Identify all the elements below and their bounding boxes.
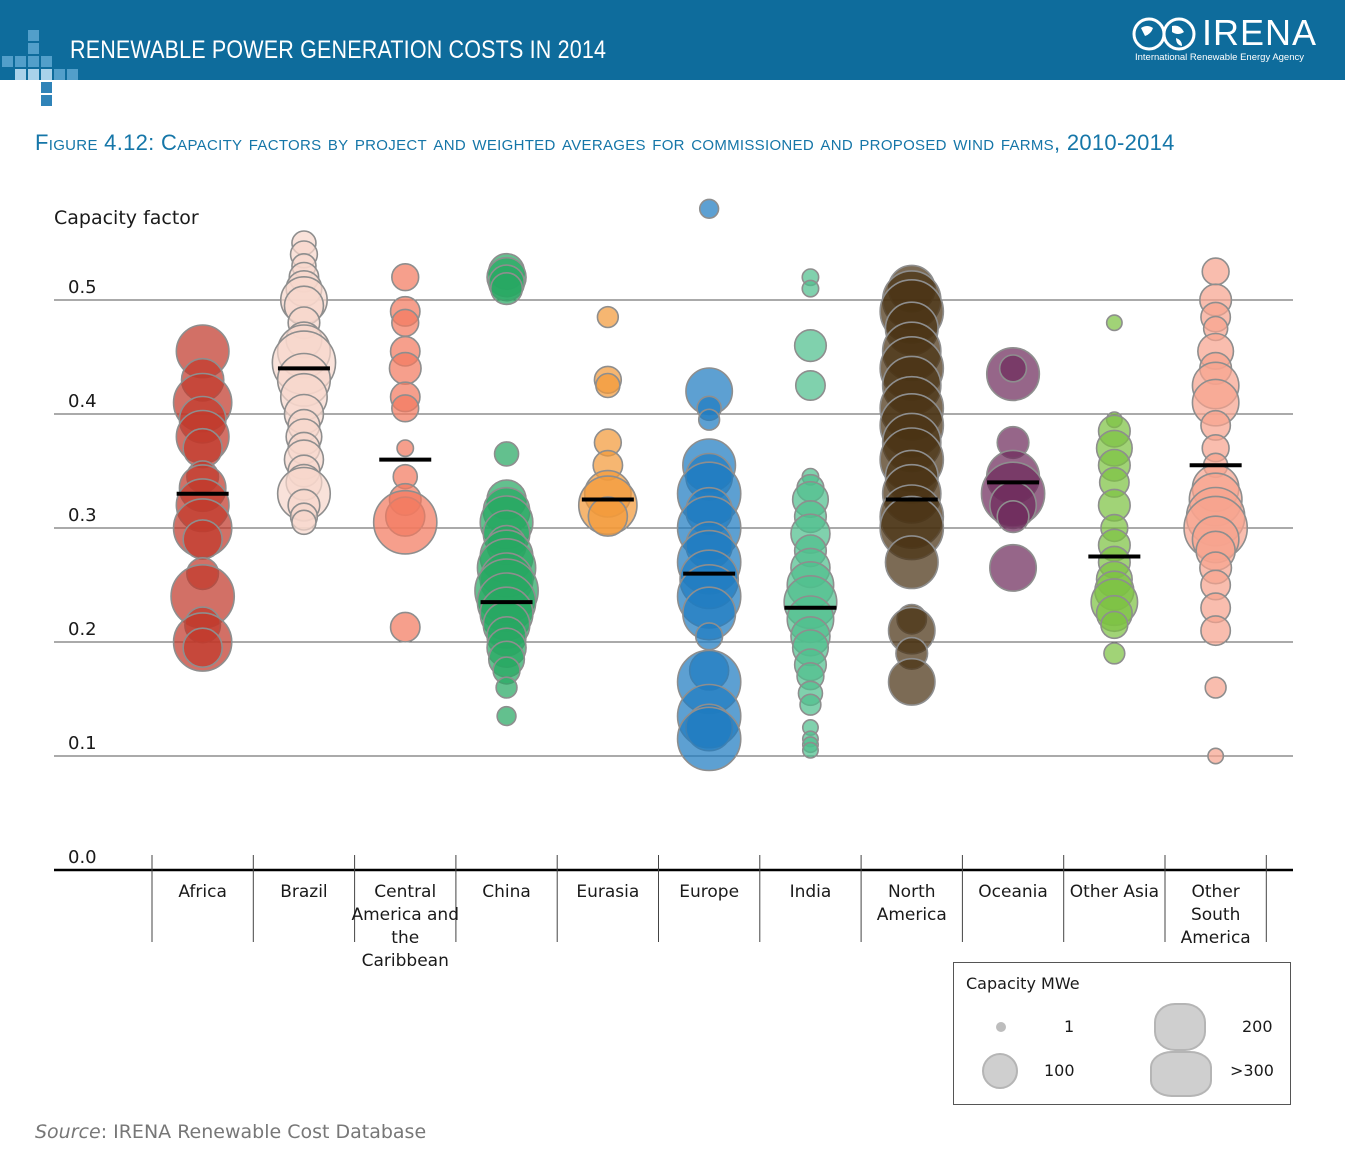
figure-title: Figure 4.12: Capacity factors by project…: [35, 130, 1175, 155]
bubble: [996, 499, 1030, 534]
logo-subtitle: International Renewable Energy Agency: [1135, 52, 1305, 63]
y-tick-label: 0.2: [68, 619, 97, 640]
legend-swatch-1: [996, 1022, 1006, 1032]
bubble: [887, 657, 936, 706]
gridlines: [54, 299, 1293, 757]
bubble: [998, 354, 1028, 383]
legend-label-300: >300: [1230, 1061, 1274, 1080]
bubble: [799, 693, 822, 716]
bubble: [182, 627, 223, 669]
legend-label-100: 100: [1044, 1061, 1075, 1080]
weighted-averages: [176, 366, 1242, 610]
bubble: [391, 394, 420, 423]
bubble: [496, 705, 517, 727]
legend: Capacity MWe 1 100 200 >300: [953, 962, 1291, 1105]
y-tick-label: 0.4: [68, 391, 97, 412]
category-label: India: [790, 882, 832, 902]
bubbles: [170, 198, 1249, 772]
bubble: [388, 351, 422, 386]
brand-cross-mark: [2, 30, 78, 106]
bubble: [676, 706, 742, 772]
category-label: North America: [877, 882, 947, 925]
bubble: [1207, 747, 1225, 765]
bubble: [1100, 610, 1129, 640]
bubble: [291, 509, 317, 536]
source-label: Source: [35, 1121, 101, 1143]
bubble: [698, 198, 720, 220]
bubble: [391, 263, 420, 292]
category-label: Eurasia: [576, 882, 639, 902]
irena-logo: IRENA International Renewable Energy Age…: [1132, 12, 1318, 66]
bubble: [989, 543, 1038, 592]
banner-title: RENEWABLE POWER GENERATION COSTS IN 2014: [70, 36, 607, 64]
bubble: [595, 372, 621, 399]
y-tick-label: 0.5: [68, 277, 97, 298]
category-label: Africa: [178, 882, 227, 902]
bubble: [1105, 314, 1123, 332]
legend-label-200: 200: [1242, 1017, 1273, 1036]
bubble: [884, 535, 939, 590]
category-label: China: [482, 882, 531, 902]
legend-swatch-100: [982, 1053, 1018, 1089]
legend-label-1: 1: [1064, 1017, 1075, 1036]
category-label: Oceania: [978, 882, 1048, 902]
bubble: [1103, 642, 1126, 665]
bubble: [493, 441, 520, 467]
bubble: [391, 308, 420, 337]
category-label: Other South America: [1181, 882, 1251, 948]
bubble: [396, 439, 415, 458]
bubble: [389, 611, 421, 643]
bubble: [801, 279, 820, 298]
bubble: [1200, 615, 1232, 647]
y-axis-label: Capacity factor: [54, 207, 199, 229]
source-text: : IRENA Renewable Cost Database: [100, 1121, 427, 1143]
legend-swatch-300: [1150, 1051, 1212, 1097]
y-tick-label: 0.3: [68, 505, 97, 526]
y-tick-label: 0.0: [68, 847, 97, 868]
category-label: Other Asia: [1070, 882, 1159, 902]
y-tick-label: 0.1: [68, 733, 97, 754]
y-tick-labels: 0.0 0.1 0.2 0.3 0.4 0.5: [68, 277, 97, 868]
bubble: [1204, 676, 1227, 699]
bubble: [697, 408, 721, 431]
header-banner: RENEWABLE POWER GENERATION COSTS IN 2014…: [0, 0, 1345, 106]
bubble: [596, 305, 620, 329]
logo-wordmark: IRENA: [1202, 12, 1318, 53]
legend-title: Capacity MWe: [966, 974, 1080, 993]
bubble: [794, 369, 826, 401]
capacity-factor-chart: 0.0 0.1 0.2 0.3 0.4 0.5 Africa Brazil Central Am…: [54, 198, 1293, 971]
bubble: [694, 622, 724, 651]
x-axis: Africa Brazil Central America and the Caribbe…: [54, 855, 1293, 971]
category-label: Europe: [679, 882, 739, 902]
bubble: [1201, 257, 1230, 286]
globe-logo-icon: [1132, 17, 1196, 51]
bubble: [793, 329, 828, 363]
bubble: [372, 489, 438, 555]
legend-swatch-200: [1154, 1003, 1206, 1051]
source-note: Source: IRENA Renewable Cost Database: [35, 1121, 426, 1143]
bubble: [587, 496, 629, 537]
bubble: [489, 272, 524, 306]
category-label: Central America and the Caribbean: [351, 882, 459, 971]
bubble: [182, 519, 223, 560]
category-label: Brazil: [280, 882, 327, 902]
bubble: [801, 741, 819, 759]
bubble: [495, 676, 518, 699]
